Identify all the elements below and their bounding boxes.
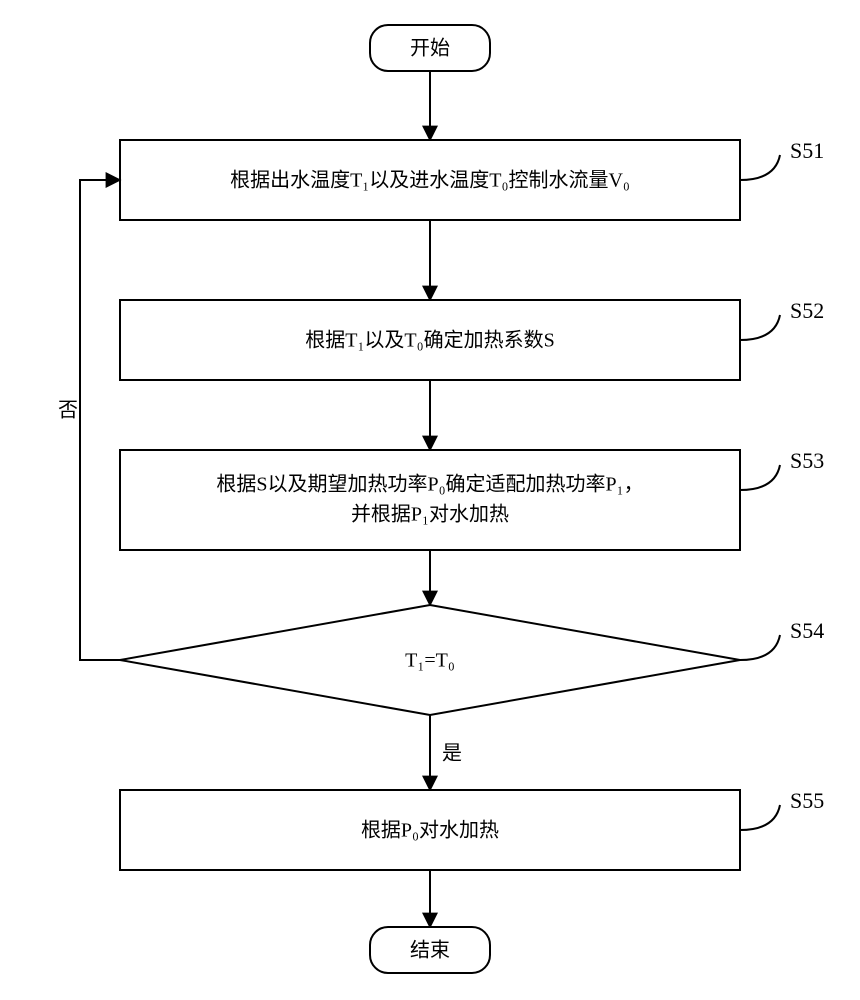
yes-label: 是 [442,743,462,765]
s51-text: 根据出水温度T₁以及进水温度T₀控制水流量V₀ [230,169,630,192]
s52-text: 根据T₁以及T₀确定加热系数S [305,329,555,352]
flowchart: 开始 根据出水温度T₁以及进水温度T₀控制水流量V₀ S51 根据T₁以及T₀确… [0,0,860,1000]
s52-label-connector [740,315,780,340]
end-label: 结束 [410,939,450,962]
s54-label: S54 [790,618,824,643]
s53-label-connector [740,465,780,490]
s54-label-connector [740,635,780,660]
s51-node: 根据出水温度T₁以及进水温度T₀控制水流量V₀ [120,140,740,220]
s55-label: S55 [790,788,824,813]
end-node: 结束 [370,927,490,973]
start-node: 开始 [370,25,490,71]
s52-label: S52 [790,298,824,323]
no-label: 否 [58,400,78,422]
s51-label: S51 [790,138,824,163]
s54-text: T₁=T₀ [405,650,455,672]
s55-text: 根据P₀对水加热 [361,819,499,842]
s53-node: 根据S以及期望加热功率P₀确定适配加热功率P₁， 并根据P₁对水加热 [120,450,740,550]
s55-node: 根据P₀对水加热 [120,790,740,870]
s55-label-connector [740,805,780,830]
s54-node: T₁=T₀ [120,605,740,715]
s52-node: 根据T₁以及T₀确定加热系数S [120,300,740,380]
start-label: 开始 [410,37,450,60]
s53-text-line1: 根据S以及期望加热功率P₀确定适配加热功率P₁， [216,473,643,496]
s53-text-line2: 并根据P₁对水加热 [351,503,509,526]
s53-label: S53 [790,448,824,473]
s51-label-connector [740,155,780,180]
edge-s54-no [80,180,120,660]
